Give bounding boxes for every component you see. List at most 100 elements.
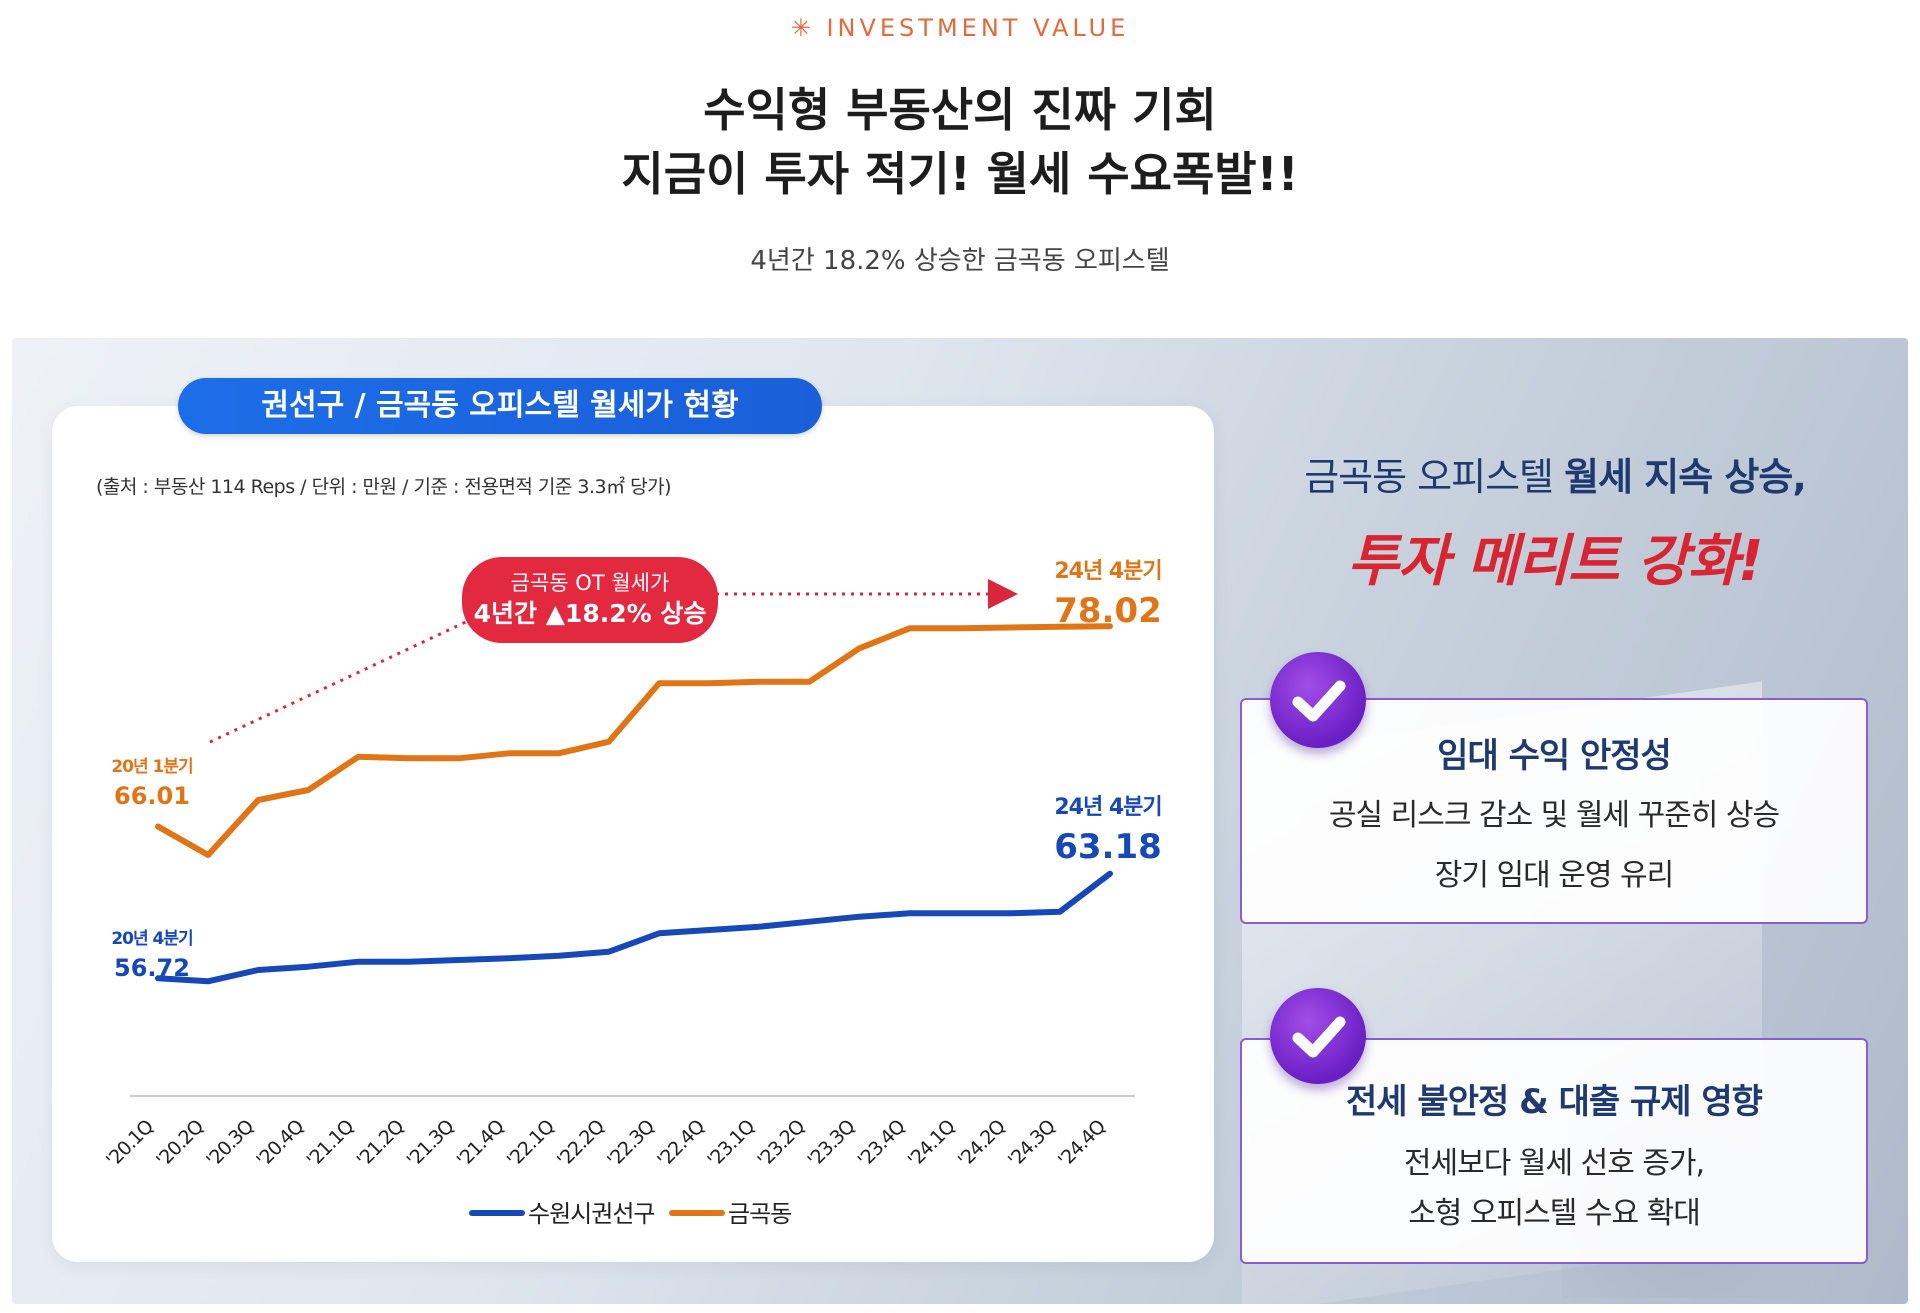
data-point [155, 824, 161, 829]
x-tick-label: '23.3Q [804, 1116, 860, 1172]
data-point [656, 680, 662, 686]
x-tick-label: '23.2Q [753, 1116, 809, 1172]
data-point [155, 975, 161, 981]
x-tick-label: '22.3Q [603, 1116, 659, 1172]
data-point [856, 645, 862, 651]
data-point [907, 910, 913, 916]
data-point [205, 852, 211, 858]
data-point [506, 955, 512, 961]
annotation-value-label: 63.18 [1054, 827, 1162, 867]
x-tick-label: '23.1Q [703, 1116, 759, 1172]
point-annotations: 20년 1분기 66.01 24년 4분기 78.02 20년 4분기 56.72 24년 … [111, 559, 1162, 982]
benefit-card-title: 임대 수익 안정성 [1437, 736, 1672, 776]
data-point [506, 750, 512, 756]
benefit-card-line: 장기 임대 운영 유리 [1434, 858, 1674, 893]
data-point [355, 959, 361, 965]
benefit-card-line: 전세보다 월세 선호 증가, [1403, 1146, 1705, 1181]
data-point [806, 679, 812, 685]
x-tick-label: '22.1Q [503, 1116, 559, 1172]
eyebrow-label: ✳ INVESTMENT VALUE [790, 14, 1130, 42]
x-tick-label: '21.2Q [353, 1116, 409, 1172]
data-point [205, 978, 211, 984]
data-point [957, 910, 963, 916]
chart-card [52, 406, 1214, 1262]
data-point [806, 919, 812, 925]
data-point [255, 967, 261, 973]
x-tick-label: '22.4Q [653, 1116, 709, 1172]
annotation-value-label: 66.01 [114, 782, 190, 810]
data-point [1007, 910, 1013, 916]
right-panel-emphasis: 투자 메리트 강화! [1347, 529, 1763, 594]
x-tick-label: '23.4Q [854, 1116, 910, 1172]
chart-title-pill: 권선구 / 금곡동 오피스텔 월세가 현황 [178, 378, 822, 434]
legend-label: 수원시권선구 [528, 1200, 654, 1228]
x-tick-label: '21.4Q [453, 1116, 509, 1172]
growth-bubble-line-2: 4년간 ▲18.2% 상승 [474, 599, 707, 628]
x-tick-label: '24.3Q [1004, 1116, 1060, 1172]
data-point [305, 964, 311, 970]
annotation-period-label: 24년 4분기 [1054, 795, 1161, 820]
series-line-geumgok [155, 623, 1113, 858]
data-point [756, 924, 762, 930]
data-point [406, 755, 412, 761]
data-point [706, 680, 712, 686]
data-point [556, 750, 562, 756]
page-headline: 수익형 부동산의 진짜 기회 지금이 투자 적기! 월세 수요폭발!! [0, 78, 1920, 206]
data-point [355, 754, 361, 760]
x-tick-label: '21.3Q [403, 1116, 459, 1172]
data-point [1057, 624, 1063, 630]
check-badge-icon [1270, 652, 1366, 748]
data-point [556, 953, 562, 959]
benefit-card-line: 소형 오피스텔 수요 확대 [1408, 1196, 1701, 1231]
data-point [907, 625, 913, 631]
series-line-gwonseon [155, 870, 1113, 985]
benefit-card-line: 공실 리스크 감소 및 월세 꾸준히 상승 [1328, 798, 1780, 833]
data-point [456, 755, 462, 761]
x-tick-label: '20.1Q [102, 1116, 158, 1172]
annotation-arrow-left [209, 618, 471, 744]
data-point [1057, 909, 1063, 915]
data-point [406, 959, 412, 965]
right-panel-title: 금곡동 오피스텔 월세 지속 상승, [1225, 446, 1885, 501]
x-tick-label: '20.3Q [202, 1116, 258, 1172]
growth-bubble: 금곡동 OT 월세가 4년간 ▲18.2% 상승 [462, 557, 718, 643]
headline-line-2: 지금이 투자 적기! 월세 수요폭발!! [621, 147, 1299, 201]
data-point [456, 957, 462, 963]
x-tick-label: '22.2Q [553, 1116, 609, 1172]
data-point [756, 679, 762, 685]
x-tick-label: '24.2Q [954, 1116, 1010, 1172]
page-subtitle: 4년간 18.2% 상승한 금곡동 오피스텔 [750, 246, 1170, 276]
data-point [255, 797, 261, 803]
benefit-card-title: 전세 불안정 & 대출 규제 영향 [1346, 1082, 1763, 1122]
right-title-plain: 금곡동 오피스텔 [1304, 455, 1565, 499]
data-point [656, 930, 662, 936]
data-point [1107, 623, 1113, 629]
legend-label: 금곡동 [728, 1200, 791, 1228]
right-title-bold: 월세 지속 상승, [1564, 455, 1807, 499]
annotation-period-label: 24년 4분기 [1054, 559, 1161, 584]
data-point [606, 739, 612, 745]
growth-bubble-line-1: 금곡동 OT 월세가 [511, 571, 670, 595]
series-lines [155, 623, 1113, 985]
data-point [606, 949, 612, 955]
data-point [856, 914, 862, 920]
annotation-value-label: 78.02 [1054, 591, 1162, 631]
annotation-value-label: 56.72 [114, 954, 190, 982]
check-badge-icon [1270, 988, 1366, 1084]
data-point [1007, 625, 1013, 630]
x-tick-label: '24.1Q [904, 1116, 960, 1172]
x-tick-label: '20.4Q [252, 1116, 308, 1172]
data-point [1107, 871, 1113, 877]
chart-source-note: (출처 : 부동산 114 Reps / 단위 : 만원 / 기준 : 전용면적… [96, 476, 672, 498]
data-point [957, 625, 963, 631]
x-tick-label: '20.2Q [152, 1116, 208, 1172]
annotation-period-label: 20년 1분기 [111, 757, 192, 777]
chart-legend: 수원시권선구 금곡동 [469, 1200, 792, 1228]
annotation-period-label: 20년 4분기 [111, 929, 192, 949]
x-tick-label: '21.1Q [302, 1116, 358, 1172]
x-tick-labels: '20.1Q'20.2Q'20.3Q'20.4Q'21.1Q'21.2Q'21.… [102, 1116, 1110, 1172]
data-point [706, 927, 712, 933]
headline-line-1: 수익형 부동산의 진짜 기회 [703, 83, 1217, 137]
x-tick-label: '24.4Q [1054, 1116, 1110, 1172]
